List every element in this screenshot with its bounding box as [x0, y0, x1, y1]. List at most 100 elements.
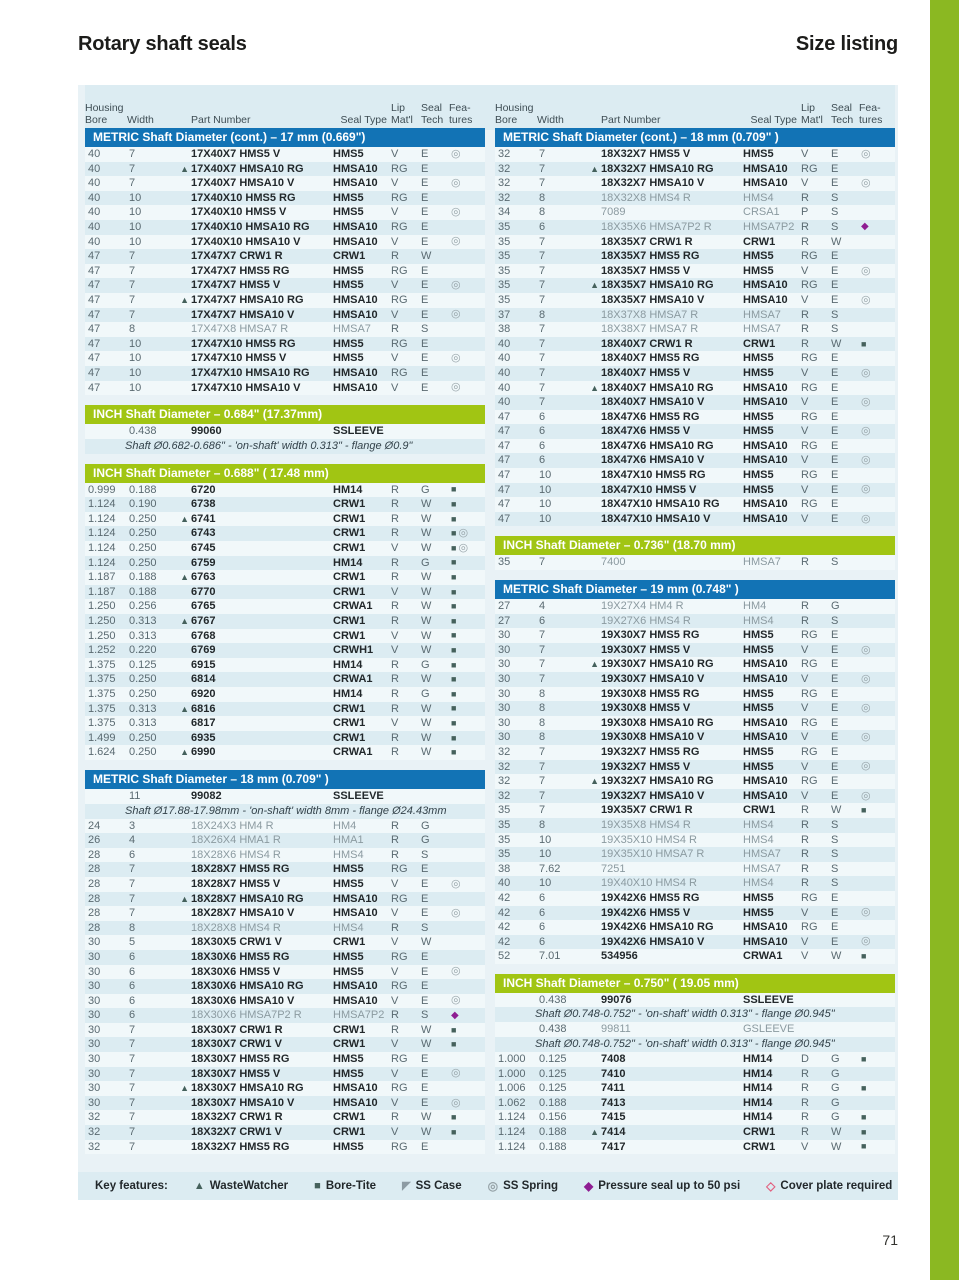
features-cell: ◎ — [859, 906, 895, 921]
table-row: 30 8 19X30X8 HMSA10 V HMSA10 V E ◎ — [495, 730, 895, 745]
width-value: 7 — [129, 892, 136, 905]
part-number-value: 6767 — [191, 615, 216, 628]
part-number-value: 18X32X7 HMS5 RG — [191, 1140, 290, 1153]
note-row: Shaft Ø0.748-0.752" - 'on-shaft' width 0… — [495, 1037, 895, 1053]
part-number-value: 18X30X7 HMS5 RG — [191, 1053, 290, 1066]
seal-tech-value: G — [831, 1082, 840, 1095]
ss-spring-icon: ◎ — [451, 994, 461, 1007]
features-cell: ■ — [449, 1023, 485, 1038]
seal-type-value: HMSA10 — [333, 235, 378, 248]
table-row: 30 8 19X30X8 HMSA10 RG HMSA10 RG E — [495, 715, 895, 731]
lip-material-value: V — [391, 148, 399, 160]
table-row: 35 7 18X35X7 HMS5 V HMS5 V E ◎ — [495, 263, 895, 279]
features-cell: ■ — [449, 658, 485, 673]
features-cell — [449, 892, 485, 907]
features-cell: ■ — [859, 949, 895, 964]
housing-bore-value: 47 — [498, 498, 511, 511]
part-number-value: 19X42X6 HMSA10 V — [601, 935, 705, 948]
lip-material-value: V — [391, 965, 399, 978]
features-cell: ■ — [449, 614, 485, 629]
seal-type-value: HMS5 — [333, 191, 364, 204]
seal-type-value: CRW1 — [743, 235, 776, 248]
part-number-value: 18X30X6 HMS5 V — [191, 965, 281, 978]
part-number-value: 18X35X7 HMS5 V — [601, 264, 691, 277]
features-cell — [449, 833, 485, 848]
wastewatcher-icon: ▲ — [180, 513, 189, 524]
part-number-value: 6738 — [191, 498, 216, 511]
housing-bore-value: 35 — [498, 235, 511, 248]
seal-tech-value: W — [421, 498, 432, 511]
bore-tite-icon: ■ — [451, 601, 457, 612]
seal-type-value: HMSA7P2 — [333, 1009, 385, 1022]
width-value: 0.250 — [129, 512, 157, 525]
part-number-value: 6770 — [191, 585, 216, 598]
features-cell — [449, 322, 485, 337]
width-value: 7 — [129, 1140, 136, 1153]
width-value: 0.188 — [129, 483, 157, 496]
seal-type-value: CRW1 — [333, 1126, 366, 1139]
seal-type-value: HMSA10 — [333, 892, 378, 905]
housing-bore-value: 30 — [498, 658, 511, 671]
part-number-value: 17X47X10 HMS5 RG — [191, 337, 296, 350]
part-number-value: 19X30X7 HMSA10 RG — [601, 658, 714, 671]
lip-material-value: R — [391, 1009, 399, 1022]
features-cell — [449, 921, 485, 936]
features-cell — [859, 687, 895, 702]
features-cell — [449, 819, 485, 834]
seal-type-value: CRW1 — [333, 629, 366, 642]
lip-material-value: V — [801, 673, 809, 685]
bore-tite-icon: ■ — [451, 732, 457, 743]
part-number-value: 18X30X6 HMSA10 RG — [191, 980, 304, 993]
seal-tech-value: E — [831, 775, 839, 788]
seal-type-value: HMS4 — [743, 833, 774, 846]
housing-bore-value: 1.375 — [88, 688, 116, 700]
features-cell: ■ — [859, 1140, 895, 1155]
part-number-value: 6763 — [191, 571, 216, 584]
ss-spring-icon: ◎ — [451, 1096, 461, 1109]
lip-material-value: V — [391, 235, 399, 248]
bore-tite-icon: ■ — [451, 499, 457, 510]
part-number-value: 18X40X7 HMS5 RG — [601, 352, 700, 365]
features-cell: ■ — [449, 497, 485, 512]
housing-bore-value: 1.124 — [88, 556, 116, 569]
seal-type-value: HMSA10 — [743, 177, 788, 190]
lip-material-value: R — [801, 804, 809, 817]
width-value: 7 — [539, 264, 546, 277]
seal-type-value: HMSA10 — [743, 381, 788, 394]
table-row: 40 7 18X40X7 HMS5 RG HMS5 RG E — [495, 351, 895, 366]
features-cell: ◎ — [449, 994, 485, 1009]
seal-type-value: HMS5 — [743, 352, 774, 365]
bore-tite-icon: ■ — [451, 703, 457, 714]
seal-type-value: CRWH1 — [333, 644, 374, 657]
table-row: 47 10 17X47X10 HMSA10 RG HMSA10 RG E — [85, 365, 485, 381]
table-row: 42 6 19X42X6 HMS5 V HMS5 V E ◎ — [495, 905, 895, 921]
seal-type-value: HMS5 — [743, 469, 774, 482]
features-cell — [449, 162, 485, 177]
features-cell: ◎ — [859, 701, 895, 716]
table-row: 1.250 0.313 ▲ 6767 CRW1 R W ■ — [85, 614, 485, 629]
seal-type-value: CRWA1 — [743, 950, 783, 963]
table-row: 32 7 18X32X7 HMS5 V HMS5 V E ◎ — [495, 147, 895, 162]
part-number-value: 19X35X7 CRW1 R — [601, 804, 693, 817]
table-row: 1.124 0.250 6743 CRW1 R W ■ ◎ — [85, 526, 485, 542]
part-number-value: 18X30X7 HMS5 V — [191, 1067, 281, 1080]
shaft-note: Shaft Ø0.748-0.752" - 'on-shaft' width 0… — [535, 1038, 835, 1051]
housing-bore-value: 32 — [498, 789, 511, 802]
housing-bore-value: 30 — [88, 1053, 101, 1066]
part-number-value: 19X30X7 HMS5 V — [601, 643, 691, 656]
housing-bore-value: 0.999 — [88, 483, 116, 496]
table-row: 28 7 ▲ 18X28X7 HMSA10 RG HMSA10 RG E — [85, 891, 485, 907]
part-number-value: 17X40X10 HMS5 V — [191, 206, 287, 219]
lip-material-value: V — [391, 542, 399, 555]
lip-material-value: V — [391, 877, 399, 890]
housing-bore-value: 27 — [498, 600, 511, 613]
features-cell: ■ — [449, 599, 485, 614]
seal-type-value: HMSA7 — [743, 323, 781, 336]
lip-material-value: RG — [801, 250, 818, 263]
seal-tech-value: E — [831, 629, 839, 642]
seal-type-value: CRWA1 — [333, 673, 373, 686]
width-value: 8 — [539, 716, 546, 729]
seal-type-value: CRW1 — [333, 1023, 366, 1036]
header-seal-tech: Seal Tech — [421, 102, 444, 126]
width-value: 8 — [539, 206, 546, 219]
